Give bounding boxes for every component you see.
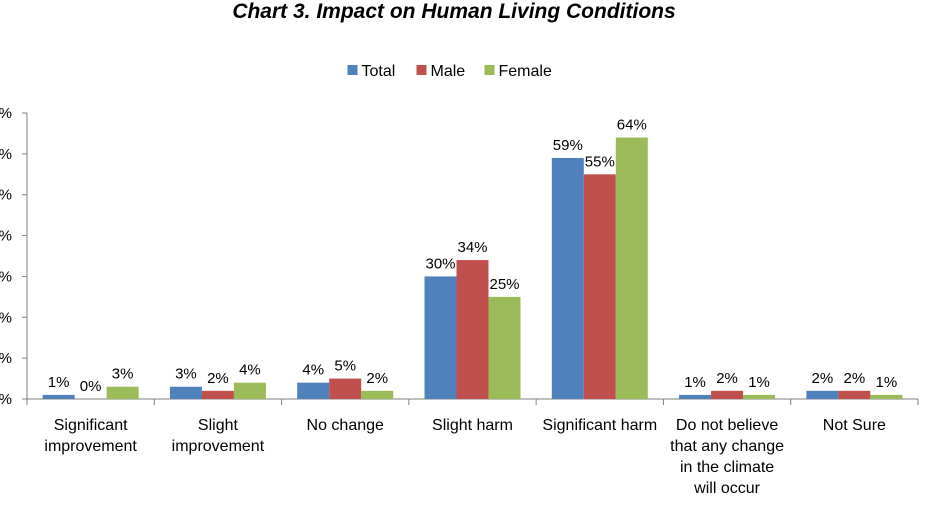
legend: Total Male Female [347, 63, 552, 80]
category-label: Do not believe [676, 417, 778, 434]
bar-total [679, 394, 712, 399]
bar-total [551, 157, 584, 399]
bar-male [201, 390, 234, 399]
y-tick-label: % [0, 105, 12, 122]
category-label: Slight harm [432, 417, 513, 434]
data-label: 4% [302, 362, 324, 379]
category-label: that any change [670, 438, 784, 455]
y-tick-label: % [0, 187, 12, 204]
category-label: Not Sure [823, 417, 886, 434]
data-label: 2% [844, 370, 866, 387]
legend-label-total: Total [362, 63, 396, 80]
y-tick-label: % [0, 228, 12, 245]
bar-total [806, 390, 839, 399]
category-label: Significant harm [542, 417, 657, 434]
legend-swatch-male [416, 65, 427, 75]
bar-male [583, 174, 616, 399]
data-label: 2% [366, 370, 388, 387]
category-label: improvement [44, 438, 137, 455]
bar-male [838, 390, 871, 399]
data-label: 34% [457, 239, 487, 256]
data-label: 64% [617, 117, 647, 134]
data-label: 25% [489, 276, 519, 293]
bar-total [424, 276, 457, 399]
y-tick-label: % [0, 146, 12, 163]
data-label: 4% [239, 362, 261, 379]
bar-female [870, 394, 903, 399]
bar-total [42, 394, 75, 399]
data-label: 1% [748, 374, 770, 391]
data-label: 2% [716, 370, 738, 387]
category-label: Significant [54, 417, 128, 434]
data-label: 3% [112, 366, 134, 383]
data-label: 30% [425, 255, 455, 272]
data-label: 55% [585, 153, 615, 170]
legend-swatch-female [484, 65, 495, 75]
chart-title: Chart 3. Impact on Human Living Conditio… [232, 0, 675, 23]
bar-female [615, 137, 648, 399]
category-label: Slight [198, 417, 239, 434]
y-tick-label: % [0, 309, 12, 326]
bar-male [711, 390, 744, 399]
y-tick-label: % [0, 350, 12, 367]
y-tick-label: % [0, 391, 12, 408]
bar-total [297, 382, 330, 399]
data-labels: 1% 3% 4% 30% 59% 1% 2% 0% 2% 5% 34% 55% 2% 2% 3% 4% 2% 25… [48, 117, 897, 395]
data-label: 2% [207, 370, 229, 387]
bar-male [456, 260, 489, 399]
legend-label-female: Female [499, 63, 552, 80]
bar-female [743, 394, 776, 399]
data-label: 5% [334, 358, 356, 375]
bar-total [169, 386, 202, 399]
data-label: 1% [684, 374, 706, 391]
bar-female [488, 296, 521, 399]
data-label: 1% [876, 374, 898, 391]
data-label: 2% [812, 370, 834, 387]
data-label: 59% [553, 137, 583, 154]
category-label: improvement [172, 438, 265, 455]
data-label: 0% [80, 378, 102, 395]
category-label: will occur [693, 480, 760, 497]
category-labels: Significant improvement Slight improvement N… [44, 417, 886, 497]
bar-female [106, 386, 139, 399]
category-label: in the climate [680, 459, 774, 476]
bar-female [233, 382, 266, 399]
bar-male [329, 378, 362, 399]
legend-swatch-total [347, 65, 358, 75]
bars [42, 137, 903, 399]
data-label: 3% [175, 366, 197, 383]
category-label: No change [307, 417, 384, 434]
y-tick-label: % [0, 268, 12, 285]
bar-female [361, 390, 394, 399]
legend-label-male: Male [431, 63, 466, 80]
data-label: 1% [48, 374, 70, 391]
